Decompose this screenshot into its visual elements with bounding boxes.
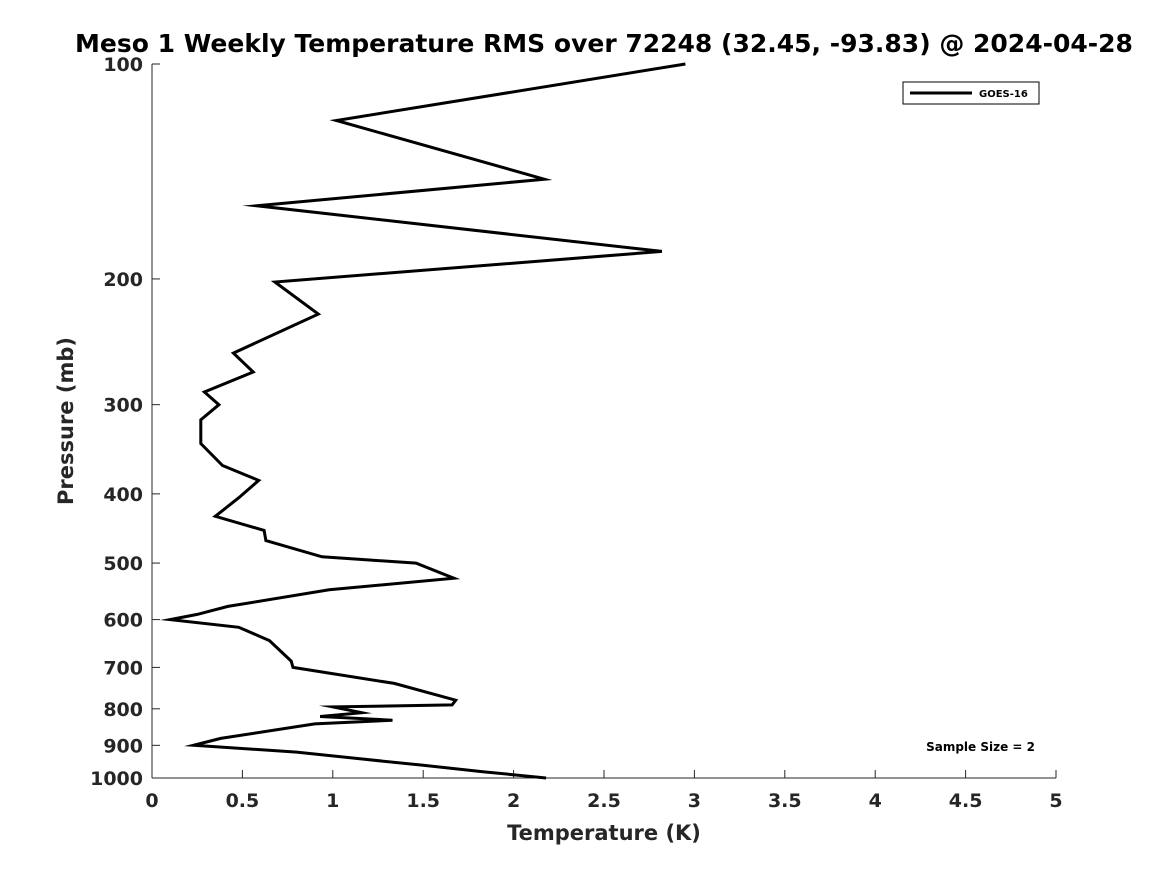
x-axis: 0 0.5 1 1.5 2 2.5 3 3.5 4 4.5 5 <box>145 770 1063 812</box>
x-axis-label: Temperature (K) <box>507 821 701 845</box>
x-tick-label: 1.5 <box>406 790 440 812</box>
series-line-goes-16 <box>160 62 686 780</box>
x-tick-label: 4 <box>869 790 882 812</box>
x-tick-label: 3.5 <box>768 790 802 812</box>
y-tick-label: 600 <box>103 610 143 632</box>
series-layer <box>160 62 686 780</box>
x-tick-label: 0 <box>145 790 158 812</box>
x-tick-label: 0.5 <box>226 790 260 812</box>
y-axis-label: Pressure (mb) <box>54 337 78 505</box>
y-tick-label: 200 <box>103 269 143 291</box>
x-tick-label: 5 <box>1049 790 1062 812</box>
y-axis: 100 200 300 400 500 600 700 800 900 1000 <box>90 54 160 790</box>
y-tick-label: 1000 <box>90 768 143 790</box>
y-tick-label: 900 <box>103 735 143 757</box>
legend: GOES-16 <box>902 81 1040 105</box>
y-tick-label: 300 <box>103 395 143 417</box>
x-tick-label: 4.5 <box>949 790 983 812</box>
y-tick-label: 500 <box>103 553 143 575</box>
legend-label-goes-16: GOES-16 <box>979 89 1028 100</box>
chart-title: Meso 1 Weekly Temperature RMS over 72248… <box>75 29 1133 58</box>
x-tick-label: 3 <box>688 790 701 812</box>
y-tick-label: 800 <box>103 699 143 721</box>
y-tick-label: 700 <box>103 657 143 679</box>
x-tick-label: 2 <box>507 790 520 812</box>
y-tick-label: 100 <box>103 54 143 76</box>
y-tick-label: 400 <box>103 484 143 506</box>
x-tick-label: 1 <box>326 790 339 812</box>
sample-size-annotation: Sample Size = 2 <box>926 740 1035 754</box>
x-tick-label: 2.5 <box>587 790 621 812</box>
